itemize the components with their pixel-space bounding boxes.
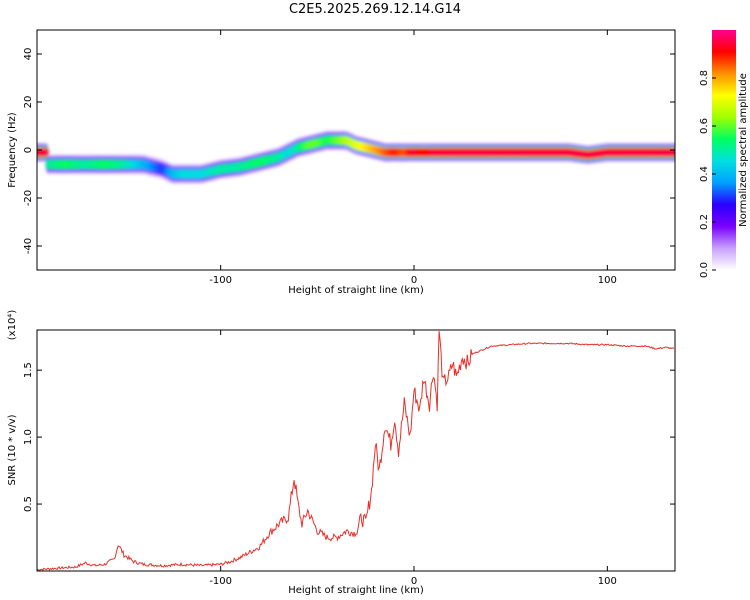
snr-x-tick-label: -100: [209, 576, 232, 587]
chart-title: C2E5.2025.269.12.14.G14: [288, 2, 462, 17]
snr-x-label: Height of straight line (km): [288, 585, 424, 596]
colorbar-tick-label: 0.6: [699, 118, 710, 134]
ridge-cell: [42, 147, 49, 158]
snr-series-line: [37, 331, 675, 571]
colorbar: 0.0 0.2 0.4 0.6 0.8 Normalized spectral ampl…: [699, 30, 749, 278]
spectrogram-x-label: Height of straight line (km): [288, 285, 424, 296]
spectrogram-y-ticks: -40 -20 0 20 40: [23, 48, 675, 254]
colorbar-label: Normalized spectral amplitude: [738, 73, 749, 227]
spectrogram-y-tick-label: -20: [23, 190, 34, 206]
colorbar-tick-label: 0.4: [699, 166, 710, 182]
spectrogram-x-tick-label: 100: [598, 275, 617, 286]
spectrogram-panel: -100 0 100 -40 -20 0 20 40 Height of straight …: [7, 29, 676, 296]
snr-plot-area: [37, 330, 675, 571]
snr-y-label: SNR (10 * v/v): [7, 414, 18, 485]
snr-x-tick-label: 0: [411, 576, 417, 587]
snr-x-tick-label: 100: [598, 576, 617, 587]
spectrogram-y-tick-label: 0: [23, 147, 34, 153]
spectrogram-ridge: [37, 130, 675, 185]
snr-y-tick-label: 0.5: [23, 496, 34, 512]
snr-y-tick-label: 1.0: [23, 429, 34, 445]
colorbar-tick-label: 0.0: [699, 262, 710, 278]
snr-y-scale-label: (x10⁴): [7, 310, 18, 341]
spectrogram-x-ticks: -100 0 100: [209, 30, 617, 286]
snr-y-ticks: 0.5 1.0 1.5: [23, 362, 675, 512]
spectrogram-y-label: Frequency (Hz): [7, 112, 18, 188]
spectrogram-y-tick-label: 40: [23, 48, 34, 61]
spectrogram-y-tick-label: 20: [23, 96, 34, 109]
colorbar-tick-label: 0.2: [699, 214, 710, 230]
spectrogram-heat-layer: [37, 130, 675, 185]
spectrogram-x-tick-label: 0: [411, 275, 417, 286]
snr-x-ticks: -100 0 100: [209, 330, 617, 587]
colorbar-gradient: [712, 30, 736, 270]
snr-y-tick-label: 1.5: [23, 362, 34, 378]
snr-frame: [36, 329, 676, 572]
spectrogram-x-tick-label: -100: [209, 275, 232, 286]
spectrogram-y-tick-label: -40: [23, 238, 34, 254]
colorbar-ticks: 0.0 0.2 0.4 0.6 0.8: [699, 70, 716, 278]
snr-panel: -100 0 100 0.5 1.0 1.5 Height of straight li…: [7, 310, 676, 596]
colorbar-tick-label: 0.8: [699, 70, 710, 86]
